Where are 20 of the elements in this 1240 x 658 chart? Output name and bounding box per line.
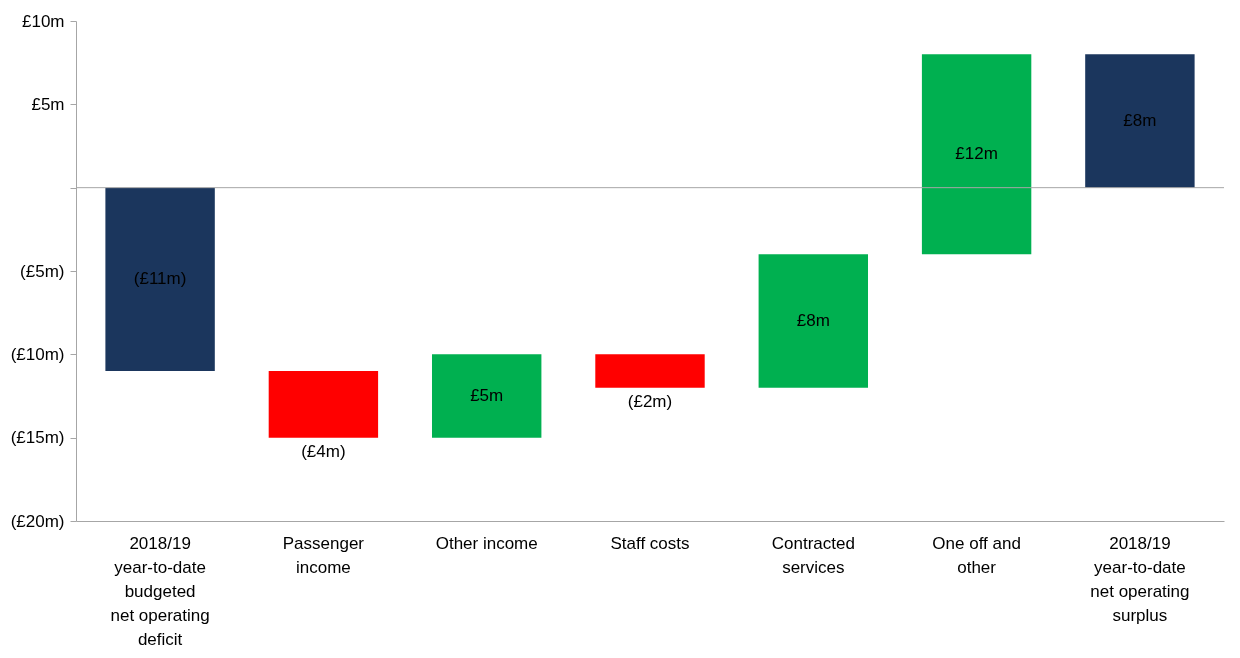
data-label: £8m bbox=[1123, 111, 1157, 130]
y-tick-label: (£20m) bbox=[10, 511, 65, 531]
x-tick-label: Contracted services bbox=[771, 533, 855, 577]
x-tick-label: Passenger income bbox=[282, 533, 365, 577]
data-label: £12m bbox=[955, 144, 998, 164]
data-label: (£11m) bbox=[133, 269, 187, 289]
data-label: (£2m) bbox=[627, 391, 673, 411]
y-tick-label: £5m bbox=[31, 94, 65, 114]
y-tick-label: (£5m) bbox=[20, 261, 65, 281]
x-tick-label: Staff costs bbox=[610, 533, 690, 553]
data-label: £5m bbox=[470, 386, 504, 405]
x-tick-label: 2018/19 year-to-date net operating surplus bbox=[1090, 533, 1190, 625]
y-tick-label: £10m bbox=[21, 11, 65, 31]
x-tick-label: One off and other bbox=[932, 533, 1021, 577]
y-tick-label: (£15m) bbox=[10, 428, 65, 448]
x-tick-label: 2018/19 year-to-date budgeted net operating deficit bbox=[110, 533, 210, 649]
x-tick-label: Other income bbox=[435, 533, 538, 553]
data-label: (£4m) bbox=[301, 441, 346, 461]
y-tick-label: (£10m) bbox=[10, 344, 65, 364]
data-label: £8m bbox=[796, 311, 830, 330]
